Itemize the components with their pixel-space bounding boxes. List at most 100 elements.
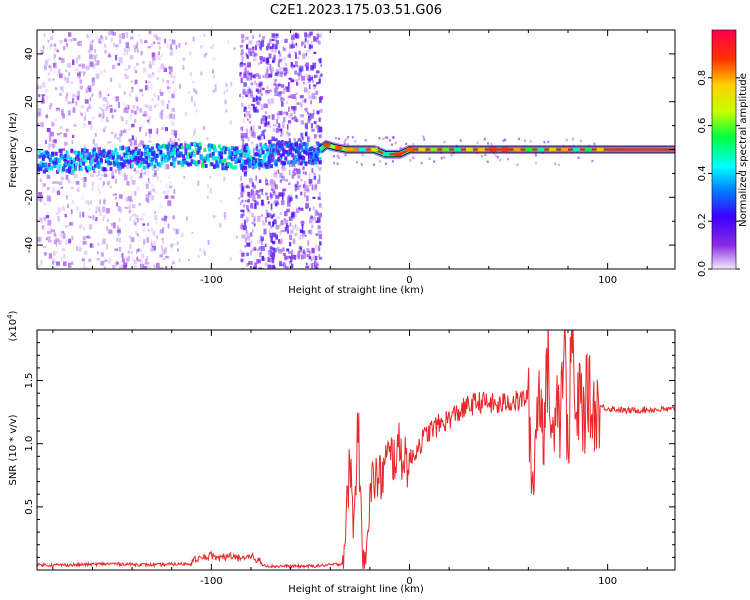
noise-speck — [265, 90, 269, 94]
noise-speck — [297, 168, 301, 175]
noise-speck — [104, 43, 107, 48]
noise-speck — [312, 80, 314, 83]
noise-speck — [139, 127, 141, 132]
track-bead — [430, 147, 438, 152]
noise-speck — [268, 89, 273, 92]
noise-speck — [266, 85, 269, 90]
noise-speck — [235, 235, 238, 239]
noise-speck — [130, 175, 133, 181]
noise-speck — [148, 64, 152, 69]
track-cell — [70, 160, 74, 165]
noise-speck — [296, 181, 299, 185]
noise-speck — [103, 97, 105, 100]
noise-speck — [83, 123, 86, 128]
track-cell — [159, 145, 163, 150]
noise-speck — [314, 74, 318, 78]
noise-speck — [135, 249, 138, 254]
noise-speck — [131, 86, 134, 93]
noise-speck — [206, 196, 209, 199]
track-cell — [50, 159, 54, 164]
noise-speck — [308, 256, 311, 260]
noise-speck — [320, 73, 323, 77]
noise-speck — [579, 139, 582, 143]
noise-speck — [433, 160, 436, 163]
noise-speck — [94, 216, 98, 222]
noise-speck — [305, 153, 309, 156]
track-cell — [171, 151, 175, 156]
noise-speck — [166, 42, 169, 48]
noise-speck — [62, 148, 66, 151]
noise-speck — [290, 155, 293, 158]
noise-speck — [86, 107, 89, 112]
noise-speck — [307, 33, 311, 38]
noise-speck — [292, 33, 297, 36]
noise-speck — [123, 172, 126, 177]
noise-speck — [156, 128, 159, 135]
noise-speck — [130, 80, 133, 83]
noise-speck — [139, 88, 143, 93]
noise-speck — [92, 54, 96, 60]
noise-speck — [129, 202, 132, 206]
noise-speck — [40, 259, 43, 266]
noise-speck — [248, 72, 252, 76]
track-cell — [46, 151, 50, 156]
track-cell — [195, 147, 199, 152]
noise-speck — [106, 243, 109, 250]
noise-speck — [188, 91, 190, 94]
noise-speck — [153, 240, 156, 246]
track-cell — [139, 155, 143, 160]
track-cell — [240, 163, 244, 167]
track-cell — [312, 147, 316, 152]
noise-speck — [40, 194, 44, 199]
track-cell — [149, 148, 153, 153]
noise-speck — [102, 181, 105, 186]
noise-speck — [257, 248, 261, 251]
noise-speck — [89, 208, 92, 211]
noise-speck — [305, 107, 308, 113]
noise-speck — [75, 57, 78, 64]
track-cell — [197, 148, 201, 153]
noise-speck — [309, 214, 313, 218]
noise-speck — [278, 242, 281, 245]
noise-speck — [145, 80, 148, 84]
track-cell — [88, 152, 92, 157]
noise-speck — [301, 254, 304, 260]
track-cell — [279, 141, 283, 146]
track-cell — [91, 153, 95, 158]
noise-speck — [240, 175, 242, 182]
noise-speck — [295, 79, 299, 82]
noise-speck — [252, 125, 255, 129]
noise-speck — [118, 133, 121, 137]
noise-speck — [496, 156, 499, 159]
noise-speck — [288, 77, 292, 80]
noise-speck — [294, 255, 297, 260]
noise-speck — [282, 46, 285, 51]
noise-speck — [260, 41, 265, 48]
noise-speck — [280, 220, 284, 226]
noise-speck — [134, 70, 138, 74]
noise-speck — [300, 140, 303, 143]
noise-speck — [307, 136, 309, 143]
noise-speck — [450, 153, 453, 157]
noise-speck — [84, 177, 87, 181]
noise-speck — [267, 264, 271, 269]
noise-speck — [131, 144, 135, 149]
noise-speck — [288, 255, 292, 259]
noise-speck — [214, 87, 217, 92]
noise-speck — [144, 40, 148, 44]
track-cell — [239, 153, 243, 157]
noise-speck — [110, 37, 113, 43]
noise-speck — [56, 133, 60, 136]
noise-speck — [241, 199, 244, 203]
noise-speck — [272, 232, 277, 238]
track-cell — [261, 150, 265, 155]
track-cell — [104, 159, 108, 164]
noise-speck — [51, 121, 53, 127]
noise-speck — [111, 114, 114, 119]
noise-speck — [315, 124, 319, 128]
track-cell — [85, 148, 89, 153]
noise-speck — [137, 259, 141, 262]
noise-speck — [288, 251, 292, 254]
noise-speck — [269, 124, 272, 128]
